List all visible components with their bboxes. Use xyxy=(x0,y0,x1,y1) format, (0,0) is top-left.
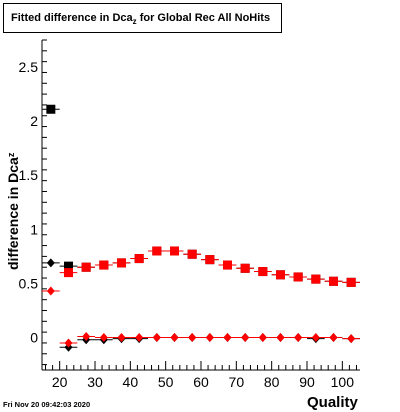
data-point-diamond xyxy=(46,258,55,268)
data-point-diamond xyxy=(276,333,285,343)
data-point-square xyxy=(223,260,232,270)
data-point-square xyxy=(64,261,73,271)
data-point-diamond xyxy=(82,331,91,341)
data-point-square xyxy=(170,246,179,256)
data-point-diamond xyxy=(294,333,303,343)
x-tick-label: 50 xyxy=(158,374,174,390)
chart-title-subscript: z xyxy=(132,17,137,26)
data-point-diamond xyxy=(46,286,55,296)
x-tick-label: 60 xyxy=(193,374,209,390)
data-markers xyxy=(42,104,360,352)
y-tick-label: 2.5 xyxy=(19,59,39,75)
y-axis-label-text: difference in Dcaz xyxy=(5,153,21,270)
data-point-square xyxy=(117,258,126,268)
y-axis-label-main: difference in Dca xyxy=(5,157,21,270)
data-point-diamond xyxy=(64,338,73,348)
data-point-square xyxy=(329,276,338,286)
y-axis-label-subscript: z xyxy=(6,152,16,158)
x-tick-label: 80 xyxy=(264,374,280,390)
data-point-diamond xyxy=(329,333,338,343)
data-point-square xyxy=(276,270,285,280)
x-tick-label: 40 xyxy=(123,374,139,390)
chart-title-prefix: Fitted difference in Dca xyxy=(11,12,133,24)
chart-title-box: Fitted difference in Dcaz for Global Rec… xyxy=(3,3,282,33)
data-point-square xyxy=(258,267,268,277)
x-tick-label: 20 xyxy=(52,374,68,390)
data-point-square xyxy=(64,268,73,278)
data-point-diamond xyxy=(241,333,250,343)
data-point-diamond xyxy=(258,333,267,343)
y-tick-label: 0 xyxy=(30,330,38,346)
x-tick-label: 100 xyxy=(331,374,355,390)
data-point-diamond xyxy=(311,333,320,343)
data-point-square xyxy=(134,254,144,264)
data-point-square xyxy=(187,249,197,259)
data-point-diamond xyxy=(135,333,144,343)
data-point-diamond xyxy=(117,333,126,343)
data-point-diamond xyxy=(99,333,108,343)
x-axis-label: Quality xyxy=(307,394,358,411)
data-point-square xyxy=(46,104,56,114)
y-tick-label: 1 xyxy=(30,221,38,237)
data-point-square xyxy=(293,272,303,282)
timestamp-footer: Fri Nov 20 09:42:03 2020 xyxy=(3,400,91,409)
x-tick-label: 90 xyxy=(299,374,315,390)
data-point-square xyxy=(311,274,321,284)
data-point-diamond xyxy=(188,333,197,343)
data-point-diamond xyxy=(170,333,179,343)
y-axis-label: difference in Dcaz xyxy=(5,153,23,270)
chart-title: Fitted difference in Dcaz for Global Rec… xyxy=(11,12,271,26)
chart-title-suffix: for Global Rec All NoHits xyxy=(136,12,271,24)
data-point-square xyxy=(99,260,109,270)
x-tick-label: 70 xyxy=(229,374,245,390)
data-point-diamond xyxy=(152,333,161,343)
y-tick-label: 0.5 xyxy=(19,275,39,291)
axes xyxy=(41,40,360,371)
data-point-square xyxy=(205,255,215,265)
data-point-square xyxy=(152,246,162,256)
y-tick-label: 1.5 xyxy=(19,167,39,183)
x-tick-label: 30 xyxy=(87,374,103,390)
data-point-square xyxy=(240,263,250,273)
y-tick-label: 2 xyxy=(30,113,38,129)
data-point-diamond xyxy=(205,333,214,343)
data-point-square xyxy=(346,277,356,287)
tick-marks xyxy=(42,39,357,370)
data-point-diamond xyxy=(347,334,356,344)
data-point-diamond xyxy=(223,333,232,343)
data-point-square xyxy=(81,262,91,272)
tick-labels: 0 0.5 1 1.5 2 2.5 20 30 40 50 60 70 80 90 100 xyxy=(19,59,355,390)
